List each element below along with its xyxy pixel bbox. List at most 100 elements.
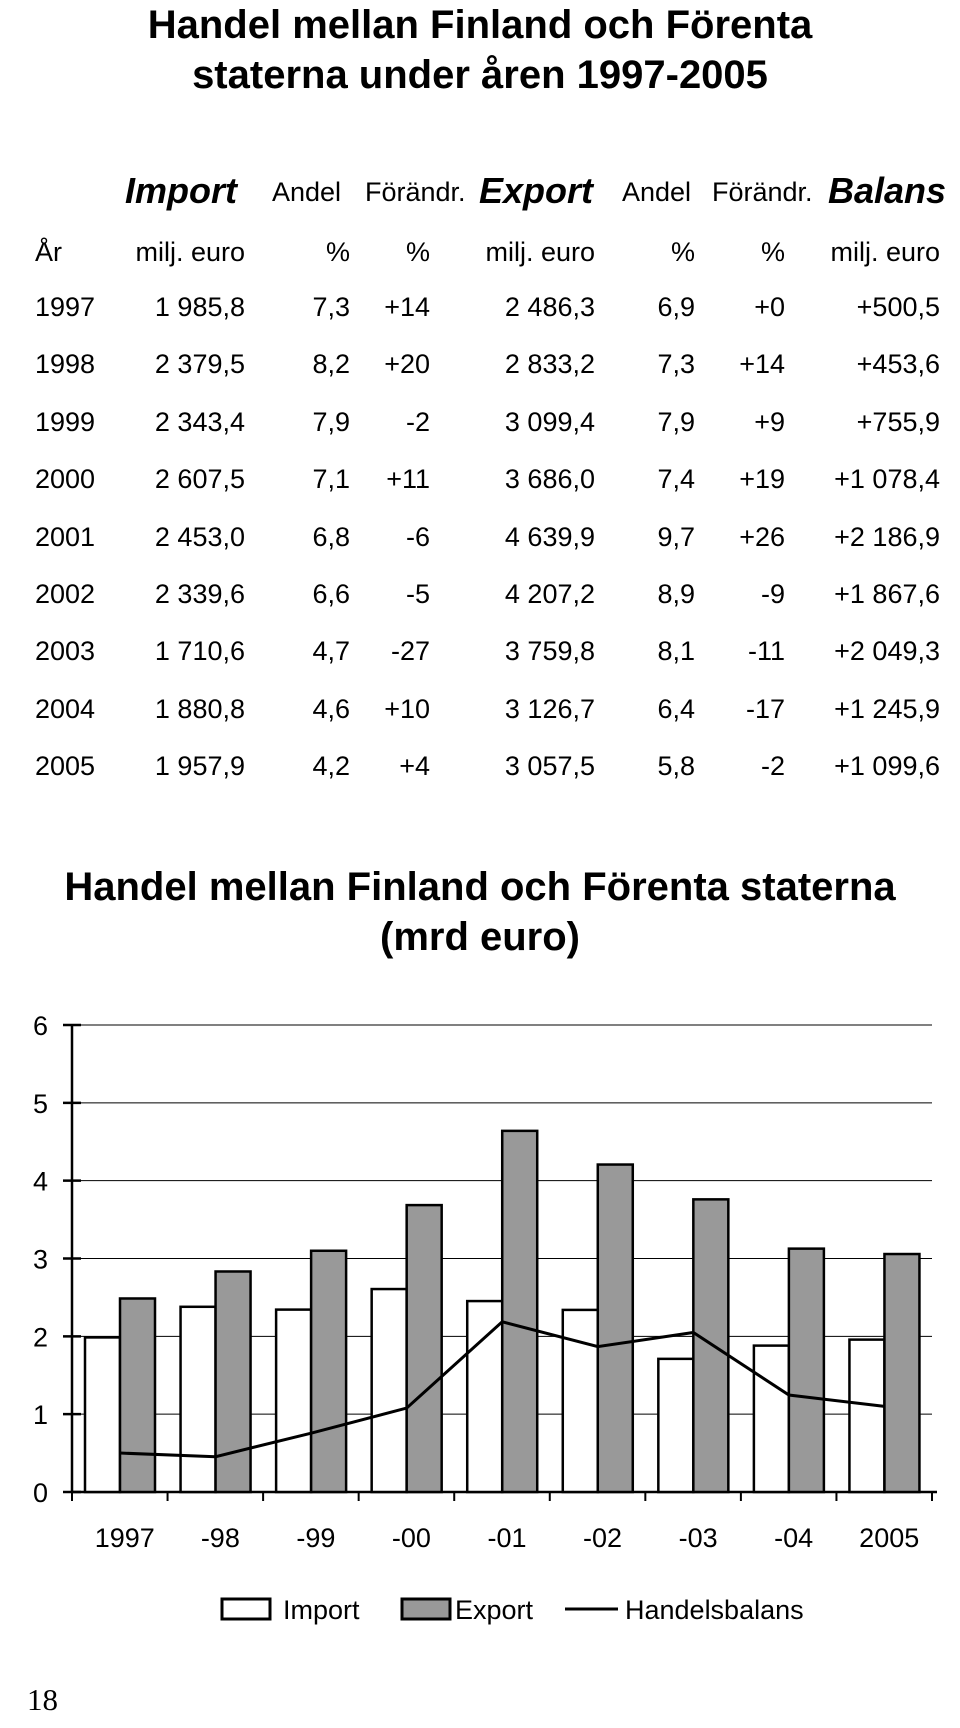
- import-bar: [848, 1338, 886, 1494]
- group-header-forandr1: Förändr.: [365, 177, 466, 207]
- legend-import-label: Import: [283, 1595, 360, 1625]
- cell-andel2: 8,9: [657, 579, 695, 609]
- cell-forandr2: +19: [739, 464, 785, 495]
- cell-andel2: 6,9: [657, 292, 695, 322]
- cell-year: 1999: [35, 406, 96, 437]
- cell-export: 3 686,0: [504, 464, 595, 495]
- y-tick-label: 4: [33, 1167, 48, 1197]
- cell-balans: +2 186,9: [834, 521, 940, 552]
- unit-header-forandr1: %: [405, 237, 430, 267]
- export-bar: [596, 1163, 635, 1494]
- cell-export: 4 639,9: [504, 521, 595, 552]
- cell-export: 2 486,3: [504, 292, 595, 322]
- table-title-line1: Handel mellan Finland och Förenta: [147, 3, 813, 47]
- cell-forandr2: +14: [739, 349, 785, 380]
- cell-balans: +453,6: [856, 349, 940, 380]
- legend-export-swatch: [400, 1597, 452, 1621]
- cell-year: 2000: [35, 464, 96, 495]
- group-header-andel1: Andel: [272, 177, 342, 207]
- cell-forandr2: +9: [754, 406, 785, 437]
- cell-andel1: 7,9: [312, 406, 350, 437]
- import-bar: [561, 1308, 600, 1494]
- legend-export-label: Export: [455, 1595, 534, 1625]
- y-tick-label: 5: [33, 1089, 48, 1119]
- group-header-balans: Balans: [828, 170, 947, 211]
- import-bar: [752, 1344, 791, 1494]
- cell-year: 2005: [35, 751, 96, 782]
- unit-header-andel1: %: [325, 237, 350, 267]
- export-bar: [883, 1252, 921, 1494]
- cell-forandr1: -27: [390, 636, 430, 667]
- x-tick-label: -99: [296, 1523, 335, 1553]
- cell-forandr1: +4: [399, 751, 430, 782]
- cell-forandr1: +11: [386, 464, 430, 495]
- export-bar: [500, 1129, 539, 1494]
- cell-andel2: 7,3: [657, 349, 695, 380]
- cell-import: 2 453,0: [154, 521, 245, 552]
- y-tick-label: 6: [33, 1011, 48, 1041]
- cell-import: 2 339,6: [154, 579, 245, 609]
- x-tick-label: -98: [201, 1523, 240, 1553]
- import-bar: [657, 1357, 695, 1494]
- cell-import: 1 880,8: [154, 693, 245, 724]
- cell-andel1: 4,6: [312, 693, 350, 724]
- x-tick-label: 2005: [859, 1523, 919, 1553]
- cell-forandr2: -17: [745, 693, 785, 724]
- y-tick-label: 1: [33, 1400, 48, 1430]
- cell-year: 2003: [35, 636, 96, 667]
- import-bar: [179, 1305, 217, 1494]
- cell-andel1: 7,1: [312, 464, 350, 495]
- cell-balans: +500,5: [856, 292, 940, 322]
- cell-balans: +1 245,9: [834, 693, 940, 724]
- x-tick-label: -02: [583, 1523, 622, 1553]
- table-title-line2: staterna under åren 1997-2005: [192, 53, 768, 97]
- unit-header-year: År: [35, 237, 62, 267]
- cell-export: 3 099,4: [504, 406, 595, 437]
- cell-export: 3 057,5: [504, 751, 595, 782]
- handelsbalans-line: [119, 1320, 885, 1459]
- cell-export: 4 207,2: [504, 579, 595, 609]
- export-bar: [405, 1203, 443, 1494]
- cell-balans: +2 049,3: [834, 636, 940, 667]
- cell-import: 1 710,6: [154, 636, 245, 667]
- cell-import: 1 957,9: [154, 751, 245, 782]
- cell-export: 3 126,7: [504, 693, 595, 724]
- cell-forandr1: +20: [384, 349, 430, 380]
- cell-forandr2: -2: [760, 751, 785, 782]
- x-tick-label: 1997: [95, 1523, 155, 1553]
- y-tick-label: 0: [33, 1478, 48, 1508]
- table-title: Handel mellan Finland och Förenta stater…: [0, 0, 960, 100]
- unit-header-andel2: %: [670, 237, 695, 267]
- cell-forandr2: -11: [747, 636, 785, 667]
- cell-andel1: 4,2: [312, 751, 350, 782]
- page-number: 18: [27, 1682, 58, 1717]
- cell-forandr1: +14: [384, 292, 430, 322]
- cell-andel1: 8,2: [312, 349, 350, 380]
- x-tick-label: -03: [679, 1523, 718, 1553]
- cell-andel1: 6,6: [312, 579, 350, 609]
- cell-andel2: 5,8: [657, 751, 695, 782]
- cell-andel1: 7,3: [312, 292, 350, 322]
- cell-year: 1998: [35, 349, 96, 380]
- cell-andel2: 7,9: [657, 406, 695, 437]
- cell-andel1: 6,8: [312, 521, 350, 552]
- legend-import-swatch: [220, 1597, 272, 1621]
- import-bar: [465, 1299, 504, 1494]
- chart-title-line2: (mrd euro): [380, 915, 580, 959]
- cell-forandr1: -5: [405, 579, 430, 609]
- unit-header-export: milj. euro: [485, 237, 595, 267]
- y-tick-label: 2: [33, 1322, 48, 1352]
- cell-balans: +1 078,4: [834, 464, 940, 495]
- unit-header-forandr2: %: [760, 237, 785, 267]
- chart-title: Handel mellan Finland och Förenta stater…: [0, 862, 960, 962]
- group-header-import: Import: [125, 170, 237, 211]
- legend-balans-label: Handelsbalans: [625, 1595, 804, 1625]
- export-bar: [309, 1249, 348, 1494]
- cell-year: 1997: [35, 292, 96, 322]
- cell-balans: +1 867,6: [834, 579, 940, 609]
- import-bar: [274, 1308, 313, 1494]
- cell-import: 2 379,5: [154, 349, 245, 380]
- export-bar: [787, 1247, 826, 1494]
- cell-import: 2 607,5: [154, 464, 245, 495]
